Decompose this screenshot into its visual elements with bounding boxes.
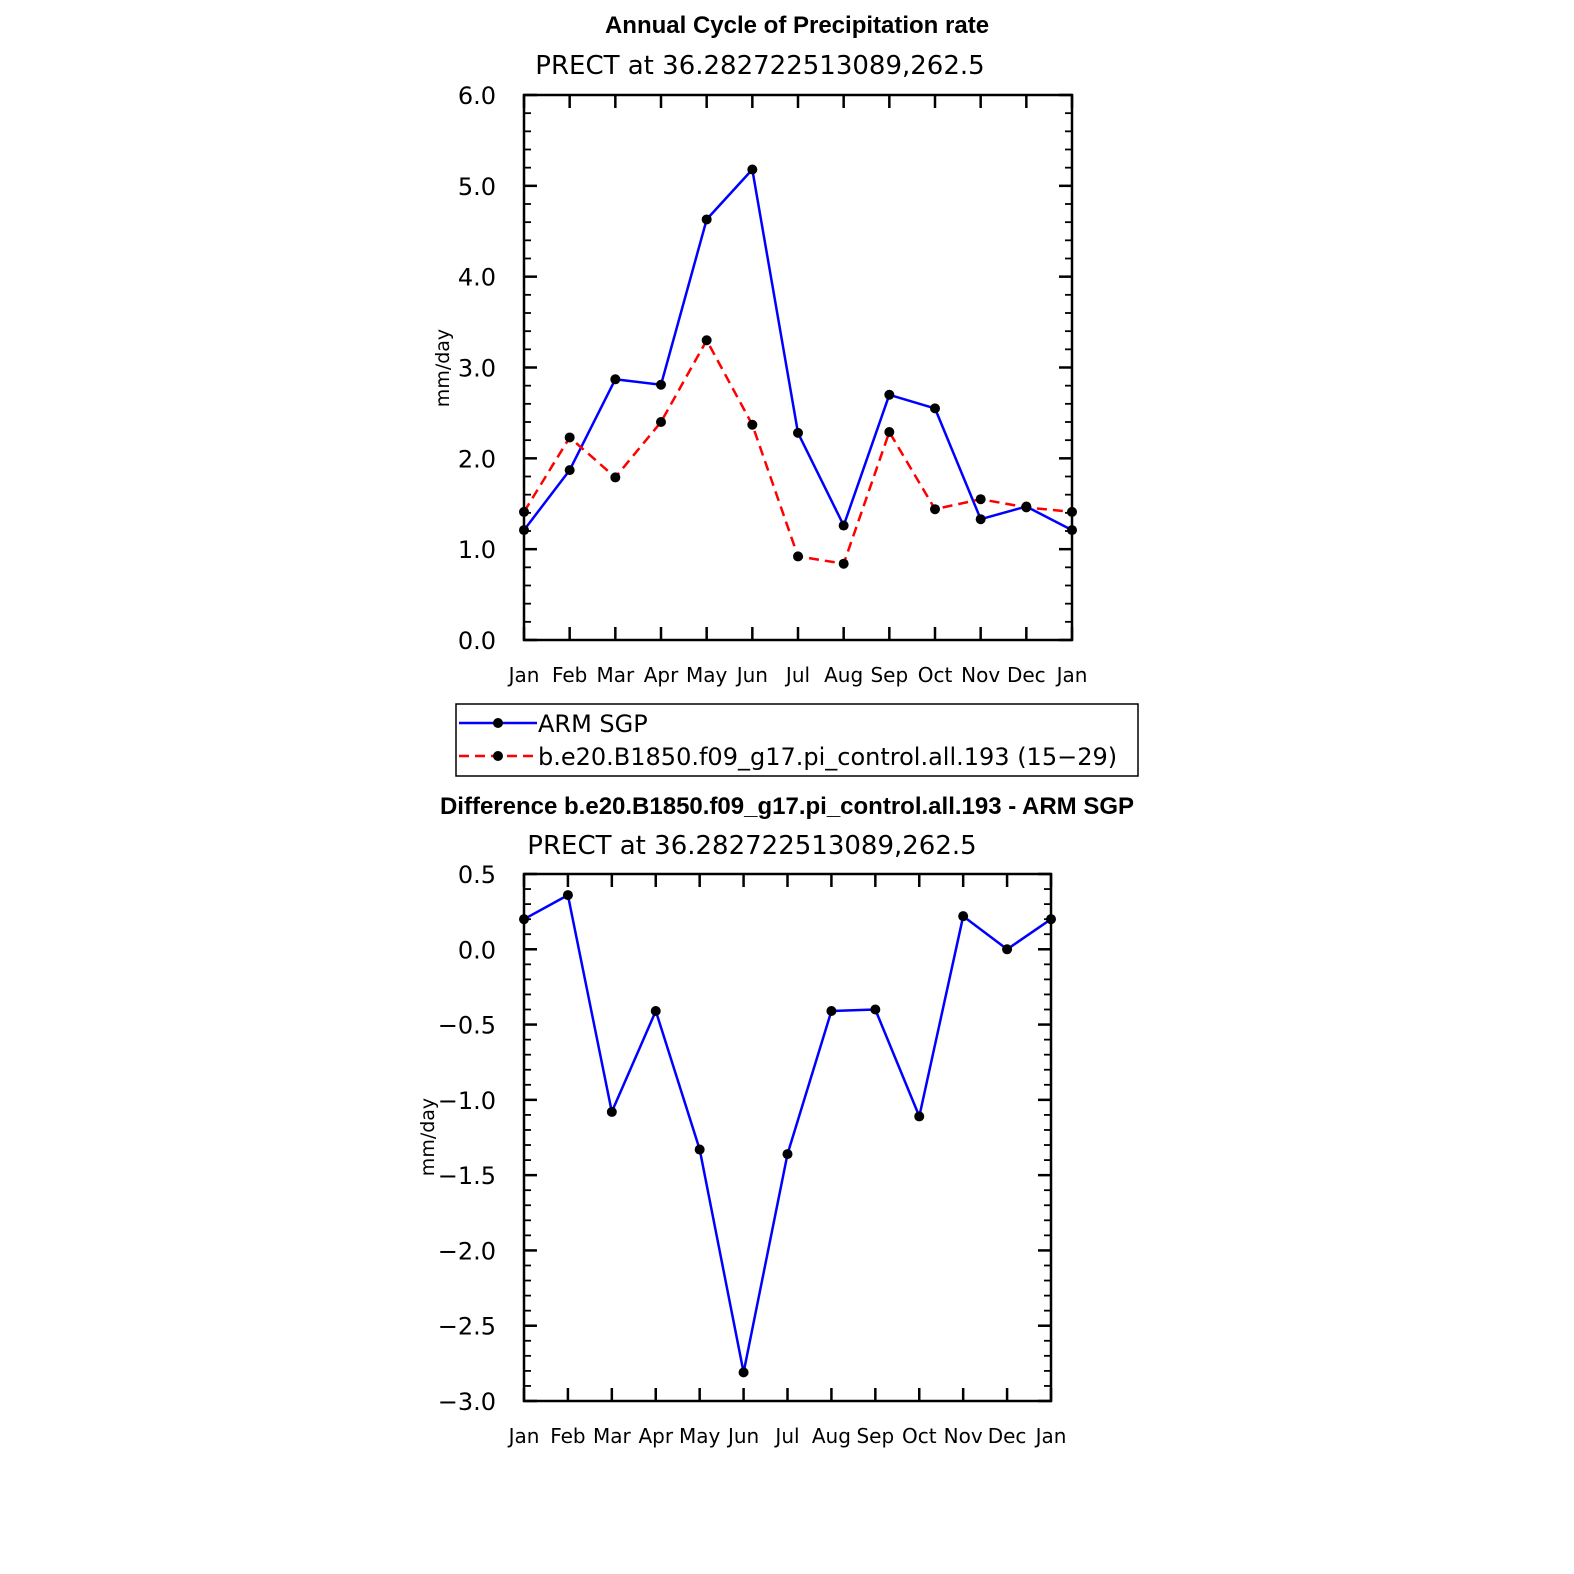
x-tick-label: Jun [735,663,768,687]
y-tick-label: −1.0 [438,1087,496,1115]
data-point [826,1006,837,1017]
y-tick-label: 1.0 [458,536,496,564]
data-point [838,520,849,531]
plot-frame [522,93,1074,642]
data-point [975,514,986,525]
x-tick-label: Aug [824,663,863,687]
x-tick-label: Nov [961,663,1000,687]
legend-marker-model [493,751,503,761]
y-tick-label: −2.5 [438,1313,496,1341]
data-point [701,214,712,225]
data-point [930,403,940,414]
y-tick-label: 6.0 [458,82,496,110]
y-tick-label: −3.0 [438,1388,496,1416]
y-tick-label: 5.0 [458,173,496,201]
x-tick-label: Nov [944,1424,983,1448]
x-tick-label: Jul [784,663,810,687]
data-point [606,1106,617,1117]
data-point [694,1144,705,1155]
x-tick-label: May [686,663,728,687]
data-point [793,427,803,438]
y-axis-label: mm/day [432,329,454,407]
legend: ARM SGP b.e20.B1850.f09_g17.pi_control.a… [455,703,1139,777]
data-point [747,164,758,175]
x-tick-label: Jul [773,1424,799,1448]
y-tick-label: −1.5 [438,1162,496,1190]
plot-frame [522,872,1053,1403]
x-tick-label: Jan [507,663,540,687]
series-line [523,893,1052,1374]
data-point [701,335,712,346]
x-tick-label: Jan [1055,663,1088,687]
series-line [522,339,1073,565]
data-point [650,1006,661,1017]
data-point [838,558,849,569]
data-point [975,494,986,505]
data-point [564,432,575,443]
chart-title: Annual Cycle of Precipitation rate [605,12,989,39]
data-point [958,911,969,922]
x-tick-label: Sep [870,663,908,687]
data-point [1002,944,1013,955]
data-point [747,419,758,430]
x-tick-label: Mar [593,1424,632,1448]
y-tick-label: 0.0 [458,627,496,655]
x-tick-label: Dec [988,1424,1027,1448]
y-tick-label: −0.5 [438,1012,496,1040]
y-tick-label: 2.0 [458,445,496,473]
chart-subtitle: PRECT at 36.282722513089,262.5 [535,51,984,81]
y-tick-label: 3.0 [458,355,496,383]
data-point [738,1367,749,1378]
legend-label-arm-sgp: ARM SGP [538,710,648,738]
data-point [1021,502,1032,513]
data-point [656,417,666,427]
x-tick-label: Jan [507,1424,540,1448]
data-point [884,389,895,400]
data-point [793,551,803,562]
x-tick-label: Jan [1034,1424,1067,1448]
x-tick-label: Feb [552,663,587,687]
difference-chart: Difference b.e20.B1850.f09_g17.pi_contro… [417,793,1134,1448]
x-tick-label: Jun [726,1424,759,1448]
data-point [870,1004,881,1015]
x-tick-label: Aug [812,1424,851,1448]
y-axis-label: mm/day [417,1098,439,1176]
y-tick-label: −2.0 [438,1237,496,1265]
series-line [523,168,1073,532]
y-tick-label: 0.5 [458,861,496,889]
chart-title: Difference b.e20.B1850.f09_g17.pi_contro… [440,793,1134,820]
data-point [656,379,666,390]
x-tick-label: Mar [596,663,635,687]
x-tick-label: May [679,1424,721,1448]
data-point [914,1111,925,1122]
x-tick-label: Dec [1007,663,1046,687]
data-point [782,1149,793,1160]
x-tick-label: Apr [638,1424,673,1448]
data-point [562,890,573,901]
x-tick-label: Oct [918,663,953,687]
legend-box [455,703,1139,777]
legend-label-model: b.e20.B1850.f09_g17.pi_control.all.193 (… [538,743,1117,771]
chart-subtitle: PRECT at 36.282722513089,262.5 [527,831,976,861]
data-point [564,465,575,476]
y-tick-label: 0.0 [458,936,496,964]
data-point [884,426,895,437]
data-point [930,504,940,515]
legend-marker-arm-sgp [493,718,503,728]
data-point [610,374,621,385]
y-tick-label: 4.0 [458,264,496,292]
x-tick-label: Apr [644,663,679,687]
data-point [610,472,621,483]
annual-cycle-chart: Annual Cycle of Precipitation rate PRECT… [432,12,1087,687]
x-tick-label: Oct [902,1424,937,1448]
x-tick-label: Sep [856,1424,894,1448]
x-tick-label: Feb [550,1424,585,1448]
